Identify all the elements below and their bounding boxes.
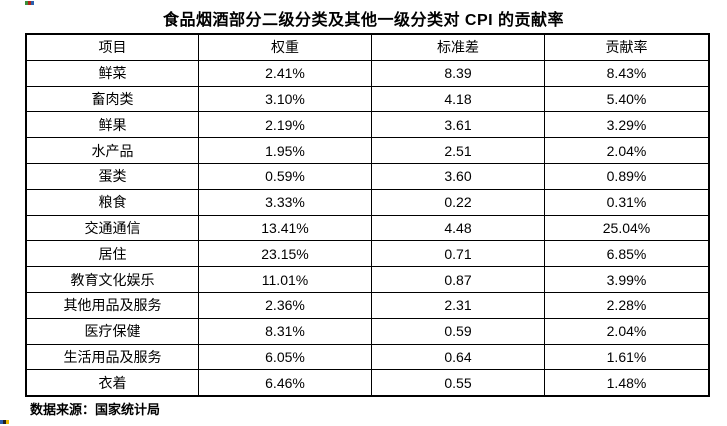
cell-weight: 6.46% [198,369,372,397]
cell-weight: 11.01% [198,266,372,293]
cell-contribution: 6.85% [544,240,710,268]
table-row: 粮食 3.33% 0.22 0.31% [25,188,710,216]
cell-weight: 0.59% [198,162,372,190]
cell-contribution: 2.04% [544,137,710,164]
table-row: 交通通信 13.41% 4.48 25.04% [25,214,710,242]
table-row: 居住 23.15% 0.71 6.85% [25,240,710,268]
cell-stddev: 4.48 [371,214,545,242]
cell-weight: 8.31% [198,317,372,345]
cell-contribution: 2.28% [544,291,710,319]
cell-item: 衣着 [25,369,199,397]
cell-item: 蛋类 [25,162,199,190]
column-header-contribution: 贡献率 [544,33,710,61]
table-row: 鲜菜 2.41% 8.39 8.43% [25,59,710,87]
cell-weight: 2.19% [198,111,372,139]
column-header-item: 项目 [25,33,199,61]
cell-item: 居住 [25,240,199,268]
cell-contribution: 2.04% [544,317,710,345]
table-row: 衣着 6.46% 0.55 1.48% [25,369,710,397]
cell-weight: 13.41% [198,214,372,242]
cell-weight: 3.33% [198,188,372,216]
cell-contribution: 0.89% [544,162,710,190]
cpi-contribution-table: 项目 权重 标准差 贡献率 鲜菜 2.41% 8.39 8.43% 畜肉类 3.10% 4.… [25,33,710,398]
cell-stddev: 0.71 [371,240,545,268]
table-row: 其他用品及服务 2.36% 2.31 2.28% [25,291,710,319]
cell-item: 畜肉类 [25,85,199,113]
cell-item: 鲜菜 [25,59,199,87]
cell-contribution: 1.48% [544,369,710,397]
cell-contribution: 0.31% [544,188,710,216]
cell-contribution: 8.43% [544,59,710,87]
cell-item: 其他用品及服务 [25,291,199,319]
cell-item: 交通通信 [25,214,199,242]
top-left-pixel-artifact [25,1,34,5]
cell-item: 粮食 [25,188,199,216]
cell-contribution: 3.99% [544,266,710,293]
column-header-stddev: 标准差 [371,33,545,61]
table-row: 蛋类 0.59% 3.60 0.89% [25,162,710,190]
cell-stddev: 8.39 [371,59,545,87]
table-row: 畜肉类 3.10% 4.18 5.40% [25,85,710,113]
cell-item: 鲜果 [25,111,199,139]
cell-stddev: 3.61 [371,111,545,139]
cell-contribution: 3.29% [544,111,710,139]
cell-contribution: 25.04% [544,214,710,242]
cell-stddev: 2.51 [371,137,545,164]
cell-item: 教育文化娱乐 [25,266,199,293]
column-header-weight: 权重 [198,33,372,61]
table-row: 医疗保健 8.31% 0.59 2.04% [25,317,710,345]
cell-item: 医疗保健 [25,317,199,345]
table-row: 水产品 1.95% 2.51 2.04% [25,137,710,164]
table-body: 鲜菜 2.41% 8.39 8.43% 畜肉类 3.10% 4.18 5.40% 鲜果 2.19%… [25,59,710,397]
cell-weight: 23.15% [198,240,372,268]
cell-weight: 1.95% [198,137,372,164]
cell-stddev: 0.87 [371,266,545,293]
table-header-row: 项目 权重 标准差 贡献率 [25,33,710,61]
cell-contribution: 1.61% [544,343,710,371]
cell-weight: 2.41% [198,59,372,87]
cell-stddev: 0.64 [371,343,545,371]
table-row: 生活用品及服务 6.05% 0.64 1.61% [25,343,710,371]
cell-item: 生活用品及服务 [25,343,199,371]
cell-weight: 6.05% [198,343,372,371]
cell-stddev: 4.18 [371,85,545,113]
cell-stddev: 3.60 [371,162,545,190]
data-source-note: 数据来源：国家统计局 [30,402,161,417]
table-row: 鲜果 2.19% 3.61 3.29% [25,111,710,139]
cell-stddev: 0.55 [371,369,545,397]
cell-contribution: 5.40% [544,85,710,113]
bottom-left-pixel-artifact [0,420,9,424]
cell-weight: 3.10% [198,85,372,113]
cell-stddev: 2.31 [371,291,545,319]
table-row: 教育文化娱乐 11.01% 0.87 3.99% [25,266,710,293]
cell-item: 水产品 [25,137,199,164]
page-title: 食品烟酒部分二级分类及其他一级分类对 CPI 的贡献率 [162,12,565,29]
cell-stddev: 0.22 [371,188,545,216]
cell-weight: 2.36% [198,291,372,319]
cell-stddev: 0.59 [371,317,545,345]
